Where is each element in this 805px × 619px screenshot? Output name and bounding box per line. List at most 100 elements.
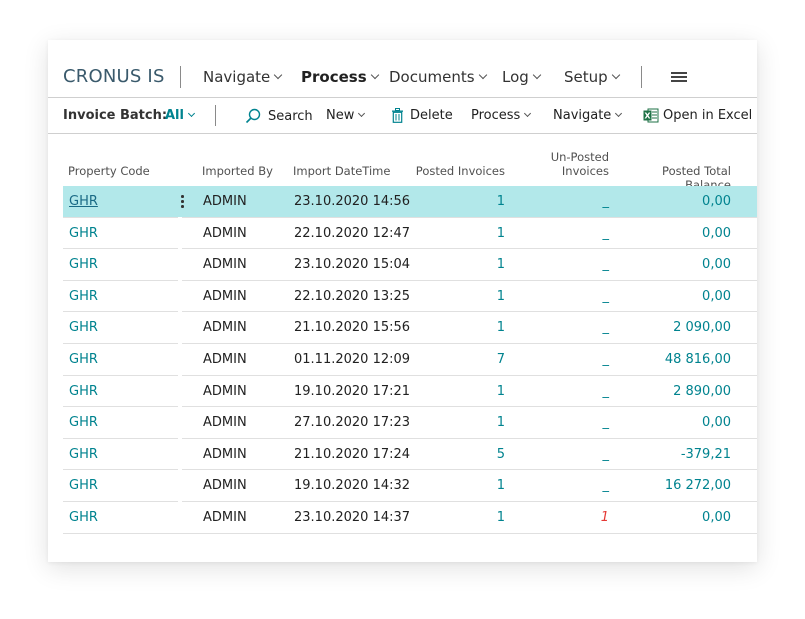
invoice-batch-filter-value: All — [165, 108, 184, 123]
navigate-action-button[interactable]: Navigate — [553, 108, 623, 123]
table-row[interactable]: GHR ADMIN 23.10.2020 15:04 1 _ 0,00 — [63, 248, 757, 281]
nav-navigate[interactable]: Navigate — [203, 68, 283, 86]
property-code-link[interactable]: GHR — [69, 257, 98, 273]
unposted-invoices-cell[interactable]: _ — [602, 257, 610, 273]
posted-total-balance-cell: 0,00 — [702, 194, 731, 209]
posted-invoices-cell[interactable]: 1 — [496, 510, 505, 525]
table-row[interactable]: GHR ADMIN 22.10.2020 12:47 1 _ 0,00 — [63, 216, 757, 250]
property-code-link[interactable]: GHR — [69, 288, 98, 304]
chevron-down-icon — [524, 109, 532, 118]
posted-invoices-cell[interactable]: 7 — [496, 352, 505, 367]
table-row[interactable]: GHR ADMIN 01.11.2020 12:09 7 _ 48 816,00 — [63, 343, 757, 376]
import-datetime-cell: 21.10.2020 15:56 — [294, 320, 411, 336]
trash-icon — [392, 108, 403, 123]
process-action-button[interactable]: Process — [471, 108, 532, 123]
import-datetime-cell: 21.10.2020 17:24 — [294, 446, 411, 462]
property-code-link[interactable]: GHR — [69, 225, 98, 241]
imported-by-cell: ADMIN — [203, 446, 247, 462]
posted-total-balance-cell: 0,00 — [702, 257, 731, 273]
unposted-invoices-cell[interactable]: _ — [602, 478, 610, 494]
chevron-down-icon — [274, 70, 283, 80]
import-datetime-cell: 27.10.2020 17:23 — [294, 415, 411, 431]
col-header-unposted-invoices[interactable]: Un-Posted Invoices — [528, 150, 609, 178]
col-header-unposted-line1: Un-Posted — [550, 150, 609, 164]
search-icon — [245, 108, 261, 124]
posted-invoices-cell[interactable]: 1 — [496, 288, 505, 304]
posted-total-balance-cell: 2 090,00 — [673, 320, 731, 336]
property-code-link[interactable]: GHR — [69, 478, 98, 494]
imported-by-cell: ADMIN — [203, 415, 247, 431]
unposted-invoices-cell[interactable]: _ — [602, 288, 610, 304]
posted-total-balance-cell: 2 890,00 — [673, 383, 731, 399]
row-gap — [178, 248, 182, 250]
action-bar-divider — [215, 105, 216, 126]
posted-invoices-cell[interactable]: 5 — [496, 446, 505, 462]
row-gap — [178, 437, 182, 439]
table-row[interactable]: GHR ADMIN 19.10.2020 14:32 1 _ 16 272,00 — [63, 469, 757, 502]
col-header-unposted-line2: Invoices — [561, 164, 609, 178]
row-gap — [178, 343, 182, 344]
posted-invoices-cell[interactable]: 1 — [496, 194, 505, 209]
col-header-imported-by[interactable]: Imported By — [202, 164, 273, 178]
import-datetime-cell: 22.10.2020 12:47 — [294, 225, 411, 241]
property-code-link[interactable]: GHR — [69, 383, 98, 399]
row-gap — [178, 279, 182, 281]
row-gap — [178, 469, 182, 471]
property-code-link[interactable]: GHR — [69, 194, 98, 209]
import-datetime-cell: 23.10.2020 14:37 — [294, 510, 411, 525]
property-code-link[interactable]: GHR — [69, 446, 98, 462]
col-header-posted-invoices[interactable]: Posted Invoices — [415, 164, 505, 178]
nav-process-label: Process — [301, 68, 367, 86]
imported-by-cell: ADMIN — [203, 510, 247, 525]
excel-icon: X — [643, 108, 659, 123]
imported-by-cell: ADMIN — [203, 478, 247, 494]
unposted-invoices-cell[interactable]: _ — [602, 415, 610, 431]
property-code-link[interactable]: GHR — [69, 510, 98, 525]
table-row[interactable]: GHR ADMIN 21.10.2020 17:24 5 _ -379,21 — [63, 437, 757, 471]
invoice-batch-filter[interactable]: All — [165, 108, 196, 123]
posted-invoices-cell[interactable]: 1 — [496, 320, 505, 336]
col-header-property-code[interactable]: Property Code — [68, 164, 150, 178]
nav-process[interactable]: Process — [301, 68, 379, 86]
unposted-invoices-cell[interactable]: _ — [602, 194, 610, 209]
posted-total-balance-cell: -379,21 — [680, 446, 731, 462]
nav-setup[interactable]: Setup — [564, 68, 620, 86]
row-gap — [178, 216, 182, 218]
col-header-import-datetime[interactable]: Import DateTime — [293, 164, 391, 178]
unposted-invoices-cell[interactable]: 1 — [600, 510, 609, 525]
table-row[interactable]: GHR ADMIN 27.10.2020 17:23 1 _ 0,00 — [63, 406, 757, 439]
posted-invoices-cell[interactable]: 1 — [496, 257, 505, 273]
search-button[interactable]: Search — [245, 108, 313, 124]
open-in-excel-button[interactable]: X Open in Excel — [643, 108, 752, 123]
property-code-link[interactable]: GHR — [69, 415, 98, 431]
new-button[interactable]: New — [326, 108, 366, 123]
unposted-invoices-cell[interactable]: _ — [602, 383, 610, 399]
nav-navigate-label: Navigate — [203, 68, 271, 86]
unposted-invoices-cell[interactable]: _ — [602, 446, 610, 462]
delete-button[interactable]: Delete — [391, 108, 453, 123]
chevron-down-icon — [478, 70, 487, 80]
posted-invoices-cell[interactable]: 1 — [496, 383, 505, 399]
posted-invoices-cell[interactable]: 1 — [496, 225, 505, 241]
chevron-down-icon — [370, 70, 379, 80]
table-row[interactable]: GHR ADMIN 23.10.2020 14:56 1 _ 0,00 — [63, 185, 757, 218]
unposted-invoices-cell[interactable]: _ — [602, 352, 610, 367]
property-code-link[interactable]: GHR — [69, 352, 98, 367]
table-row[interactable]: GHR ADMIN 23.10.2020 14:37 1 1 0,00 — [63, 501, 757, 534]
table-row[interactable]: GHR ADMIN 19.10.2020 17:21 1 _ 2 890,00 — [63, 374, 757, 408]
table-row[interactable]: GHR ADMIN 22.10.2020 13:25 1 _ 0,00 — [63, 279, 757, 313]
property-code-link[interactable]: GHR — [69, 320, 98, 336]
unposted-invoices-cell[interactable]: _ — [602, 320, 610, 336]
hamburger-menu-icon[interactable] — [671, 72, 687, 82]
posted-invoices-cell[interactable]: 1 — [496, 415, 505, 431]
chevron-down-icon — [611, 70, 620, 80]
posted-total-balance-cell: 0,00 — [702, 288, 731, 304]
imported-by-cell: ADMIN — [203, 257, 247, 273]
table-row[interactable]: GHR ADMIN 21.10.2020 15:56 1 _ 2 090,00 — [63, 311, 757, 344]
nav-documents[interactable]: Documents — [389, 68, 487, 86]
more-options-icon[interactable] — [180, 194, 184, 210]
nav-log[interactable]: Log — [502, 68, 542, 86]
unposted-invoices-cell[interactable]: _ — [602, 225, 610, 241]
posted-invoices-cell[interactable]: 1 — [496, 478, 505, 494]
posted-total-balance-cell: 48 816,00 — [664, 352, 731, 367]
